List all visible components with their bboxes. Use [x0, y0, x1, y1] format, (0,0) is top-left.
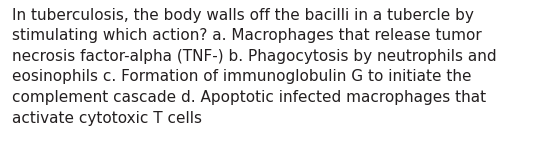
Text: In tuberculosis, the body walls off the bacilli in a tubercle by
stimulating whi: In tuberculosis, the body walls off the … — [12, 8, 497, 126]
